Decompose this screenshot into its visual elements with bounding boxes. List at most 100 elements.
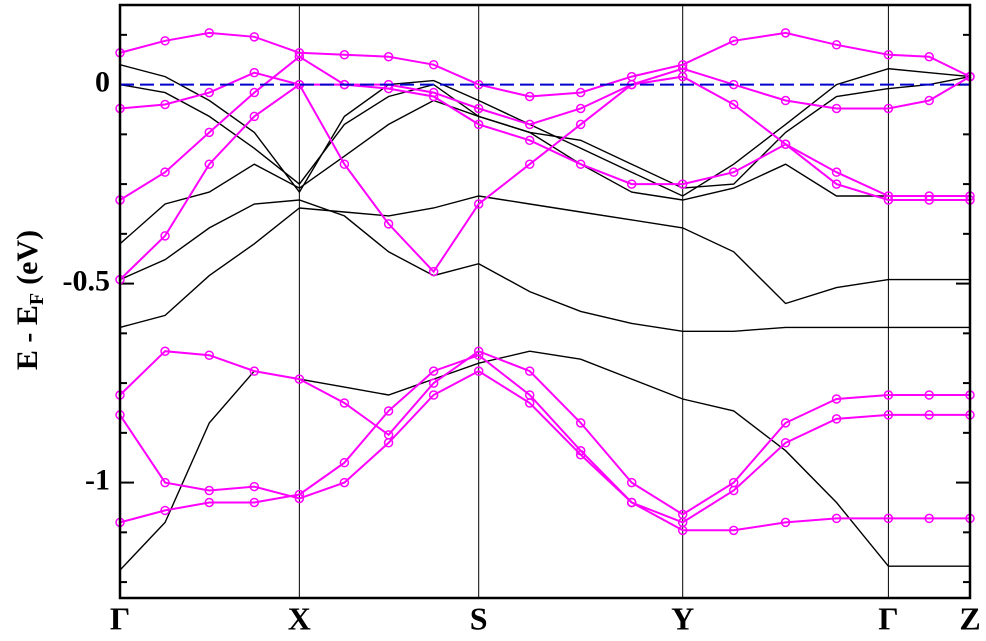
weight-marker: [677, 71, 688, 82]
weight-marker: [575, 445, 586, 456]
y-label-suffix: (eV): [11, 230, 44, 285]
y-tick-label: -0.5: [63, 264, 111, 297]
weight-marker: [831, 40, 842, 50]
band-line: [119, 199, 970, 332]
weight-marker: [883, 49, 894, 60]
weight-marker: [160, 231, 170, 241]
weight-marker: [780, 438, 791, 448]
band-line: [119, 354, 970, 532]
weight-marker: [160, 505, 170, 516]
weight-marker: [339, 49, 350, 60]
weight-marker: [831, 103, 842, 114]
weight-marker: [249, 32, 260, 42]
weight-marker: [780, 28, 791, 38]
y-tick-label: -1: [85, 463, 110, 496]
weight-marker: [473, 350, 484, 360]
weight-marker: [575, 159, 586, 169]
weight-marker: [924, 51, 934, 62]
band-line: [119, 75, 971, 189]
x-tick-label: Y: [671, 600, 694, 636]
weight-marker: [728, 36, 739, 46]
weight-marker: [524, 159, 535, 169]
weight-marker: [249, 497, 260, 508]
weight-marker: [204, 159, 214, 169]
weight-marker: [294, 374, 305, 384]
band-line: [119, 369, 970, 524]
weight-marker: [204, 87, 214, 98]
weight-marker: [249, 111, 260, 122]
weight-marker: [924, 95, 934, 106]
weight-marker: [473, 199, 484, 209]
band-line: [119, 31, 971, 98]
weight-marker: [160, 346, 170, 356]
weight-marker: [473, 366, 484, 376]
weight-marker: [883, 410, 894, 420]
x-tick-label: Γ: [878, 600, 898, 636]
weight-marker: [428, 266, 439, 277]
weight-marker: [204, 127, 214, 138]
band-line: [119, 55, 970, 201]
weight-marker: [728, 167, 739, 177]
band-line: [119, 99, 970, 245]
weight-marker: [831, 414, 842, 424]
weight-marker: [160, 477, 170, 488]
weight-marker: [883, 191, 894, 201]
weight-marker: [831, 179, 842, 189]
band-line: [119, 195, 970, 329]
weight-marker: [204, 350, 214, 360]
weight-marker: [204, 28, 214, 38]
weight-marker: [428, 378, 439, 388]
weight-marker: [249, 366, 260, 376]
weight-marker: [780, 139, 791, 150]
x-tick-label: Γ: [110, 600, 130, 636]
weight-marker: [626, 179, 637, 189]
weight-marker: [524, 366, 535, 376]
weight-marker: [575, 119, 586, 130]
weight-marker: [780, 95, 791, 106]
weight-marker: [428, 59, 439, 70]
weight-marker: [339, 159, 350, 169]
weight-marker: [728, 525, 739, 536]
weight-marker: [160, 99, 170, 110]
weight-marker: [428, 91, 439, 102]
weight-marker: [780, 418, 791, 428]
weight-marker: [924, 410, 934, 420]
weight-marker: [383, 438, 394, 448]
weight-marker: [575, 87, 586, 98]
band-line: [119, 75, 970, 281]
plot-frame: [118, 3, 972, 600]
band-line: [119, 350, 970, 571]
weight-marker: [524, 135, 535, 146]
weight-marker: [473, 103, 484, 114]
weight-marker: [428, 366, 439, 376]
weight-marker: [383, 219, 394, 229]
weight-marker: [831, 513, 842, 524]
weight-marker: [524, 390, 535, 400]
weight-marker: [339, 457, 350, 468]
weight-marker: [160, 36, 170, 46]
weight-marker: [575, 418, 586, 428]
weight-marker: [249, 87, 260, 98]
weight-marker: [160, 167, 170, 177]
weight-marker: [728, 99, 739, 110]
weight-marker: [883, 390, 894, 400]
weight-marker: [383, 406, 394, 416]
weight-marker: [204, 485, 214, 496]
weight-marker: [524, 119, 535, 130]
weight-marker: [294, 489, 305, 500]
weight-marker: [831, 167, 842, 177]
weight-marker: [626, 477, 637, 488]
weight-marker: [428, 390, 439, 400]
band-line: [119, 67, 971, 126]
weight-marker: [883, 513, 894, 524]
x-tick-label: S: [470, 600, 488, 636]
weight-marker: [924, 191, 934, 201]
weight-marker: [575, 103, 586, 114]
weight-marker: [383, 51, 394, 62]
y-label-sub: F: [26, 293, 48, 305]
x-tick-label: Z: [959, 600, 980, 636]
weight-marker: [249, 67, 260, 78]
weight-marker: [339, 398, 350, 408]
weight-marker: [249, 481, 260, 492]
